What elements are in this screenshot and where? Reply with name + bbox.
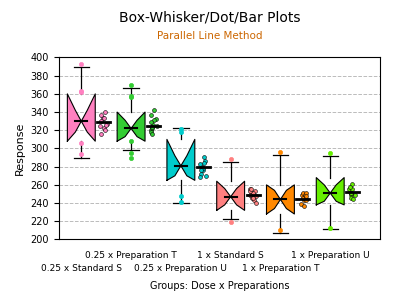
- Text: 1 x Preparation T: 1 x Preparation T: [242, 265, 319, 274]
- Polygon shape: [267, 185, 294, 214]
- Text: 0.25 x Standard S: 0.25 x Standard S: [41, 265, 122, 274]
- Text: 1 x Standard S: 1 x Standard S: [197, 251, 264, 260]
- Text: 0.25 x Preparation U: 0.25 x Preparation U: [134, 265, 227, 274]
- Polygon shape: [316, 178, 344, 205]
- Text: Groups: Dose x Preparations: Groups: Dose x Preparations: [150, 281, 289, 291]
- Text: Parallel Line Method: Parallel Line Method: [156, 31, 262, 41]
- Text: 0.25 x Preparation T: 0.25 x Preparation T: [85, 251, 177, 260]
- Polygon shape: [68, 94, 95, 141]
- Polygon shape: [117, 112, 145, 141]
- Text: 1 x Preparation U: 1 x Preparation U: [291, 251, 370, 260]
- Polygon shape: [167, 139, 195, 180]
- Text: Box-Whisker/Dot/Bar Plots: Box-Whisker/Dot/Bar Plots: [118, 10, 300, 24]
- Y-axis label: Response: Response: [15, 122, 25, 175]
- Polygon shape: [217, 181, 245, 210]
